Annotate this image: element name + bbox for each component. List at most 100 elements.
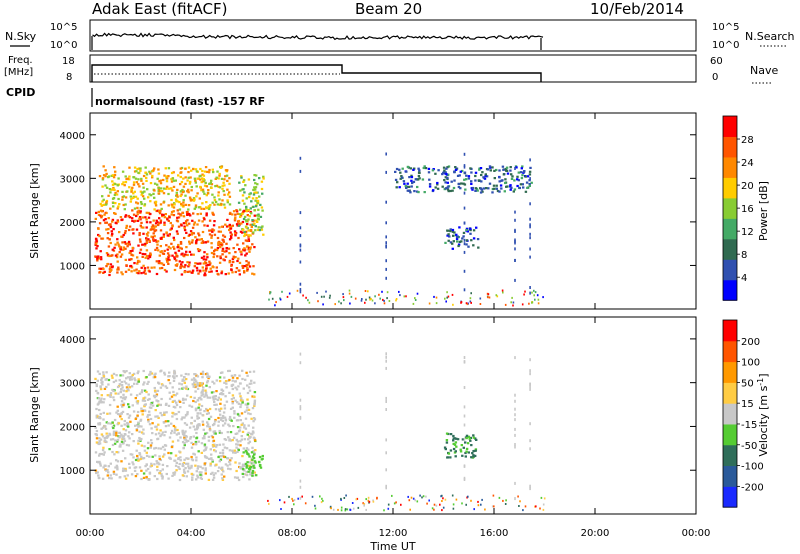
echo-cell bbox=[514, 278, 516, 282]
echo-cell bbox=[148, 423, 152, 426]
echo-cell bbox=[154, 454, 157, 457]
echo-cell bbox=[460, 444, 463, 447]
echo-cell bbox=[176, 263, 179, 266]
echo-cell bbox=[153, 447, 156, 450]
echo-cell bbox=[452, 439, 455, 442]
echo-cell bbox=[444, 187, 448, 190]
echo-cell bbox=[126, 423, 129, 426]
echo-cell bbox=[192, 199, 196, 202]
echo-cell bbox=[524, 190, 528, 193]
echo-cell bbox=[113, 212, 116, 215]
echo-cell bbox=[238, 248, 241, 251]
echo-cell bbox=[209, 267, 212, 270]
echo-cell bbox=[482, 187, 486, 190]
echo-cell bbox=[134, 466, 138, 469]
colorbar-segment bbox=[723, 320, 737, 342]
echo-cell bbox=[124, 270, 128, 273]
echo-cell bbox=[230, 374, 234, 377]
echo-cell bbox=[119, 248, 122, 251]
echo-cell bbox=[226, 199, 229, 202]
echo-cell bbox=[161, 455, 165, 458]
echo-cell bbox=[213, 199, 217, 202]
echo-cell bbox=[245, 371, 248, 374]
echo-cell bbox=[147, 418, 150, 421]
echo-cell bbox=[182, 401, 185, 404]
echo-cell bbox=[123, 469, 126, 472]
echo-cell bbox=[153, 182, 157, 185]
echo-cell bbox=[211, 201, 214, 204]
echo-cell bbox=[514, 393, 516, 397]
echo-cell bbox=[107, 245, 111, 248]
echo-cell bbox=[398, 168, 401, 171]
echo-cell bbox=[196, 387, 200, 390]
echo-cell bbox=[140, 226, 143, 229]
echo-cell bbox=[427, 171, 431, 174]
echo-cell bbox=[230, 384, 234, 387]
echo-cell bbox=[160, 474, 164, 478]
echo-cell bbox=[246, 433, 249, 436]
echo-cell bbox=[175, 401, 178, 404]
echo-cell bbox=[250, 212, 253, 215]
echo-cell bbox=[213, 196, 216, 199]
echo-cell bbox=[245, 208, 248, 211]
echo-cell bbox=[182, 201, 185, 204]
echo-cell bbox=[395, 167, 399, 171]
echo-cell bbox=[529, 358, 531, 362]
echo-cell bbox=[245, 197, 248, 200]
echo-cell bbox=[223, 422, 227, 425]
echo-cell bbox=[141, 216, 145, 219]
echo-cell bbox=[186, 470, 190, 473]
echo-cell bbox=[441, 173, 444, 176]
echo-cell bbox=[210, 186, 213, 189]
echo-cell bbox=[177, 212, 180, 215]
echo-cell bbox=[122, 442, 125, 445]
echo-cell bbox=[113, 193, 117, 197]
echo-cell bbox=[446, 234, 449, 237]
echo-cell bbox=[421, 496, 423, 499]
echo-cell bbox=[462, 446, 465, 449]
echo-cell bbox=[245, 252, 248, 255]
echo-cell bbox=[130, 473, 134, 476]
sparse-echoes bbox=[268, 152, 544, 307]
echo-cell bbox=[203, 455, 207, 458]
echo-cell bbox=[188, 250, 192, 253]
echo-cell bbox=[196, 238, 199, 241]
echo-cell bbox=[442, 497, 444, 500]
echo-cell bbox=[186, 253, 189, 257]
echo-cell bbox=[109, 395, 112, 398]
echo-cell bbox=[234, 256, 237, 259]
echo-cell bbox=[186, 413, 189, 416]
echo-cell bbox=[128, 251, 131, 255]
echo-cell bbox=[506, 185, 509, 188]
echo-cell bbox=[200, 382, 203, 385]
echo-cell bbox=[207, 375, 211, 378]
echo-cell bbox=[251, 446, 254, 449]
echo-cell bbox=[246, 398, 249, 401]
echo-cell bbox=[228, 212, 232, 215]
echo-cell bbox=[209, 204, 212, 207]
echo-cell bbox=[460, 182, 463, 185]
echo-cell bbox=[460, 240, 463, 243]
echo-cell bbox=[197, 406, 200, 409]
echo-cell bbox=[207, 417, 211, 421]
echo-cell bbox=[195, 428, 199, 431]
echo-cell bbox=[107, 471, 110, 474]
echo-cell bbox=[200, 189, 203, 192]
echo-cell bbox=[145, 176, 148, 179]
echo-cell bbox=[156, 243, 159, 246]
echo-cell bbox=[150, 401, 153, 405]
echo-cell bbox=[203, 410, 206, 413]
echo-cell bbox=[474, 187, 477, 190]
echo-cell bbox=[356, 497, 359, 500]
echo-cell bbox=[239, 399, 243, 402]
echo-cell bbox=[136, 402, 139, 405]
echo-cell bbox=[463, 405, 466, 409]
echo-cell bbox=[233, 410, 236, 413]
echo-cell bbox=[479, 297, 482, 300]
echo-cell bbox=[323, 295, 325, 298]
echo-cell bbox=[137, 442, 140, 445]
echo-cell bbox=[149, 252, 152, 255]
echo-cell bbox=[98, 400, 101, 403]
echo-cell bbox=[148, 410, 151, 413]
echo-cell bbox=[191, 231, 194, 235]
